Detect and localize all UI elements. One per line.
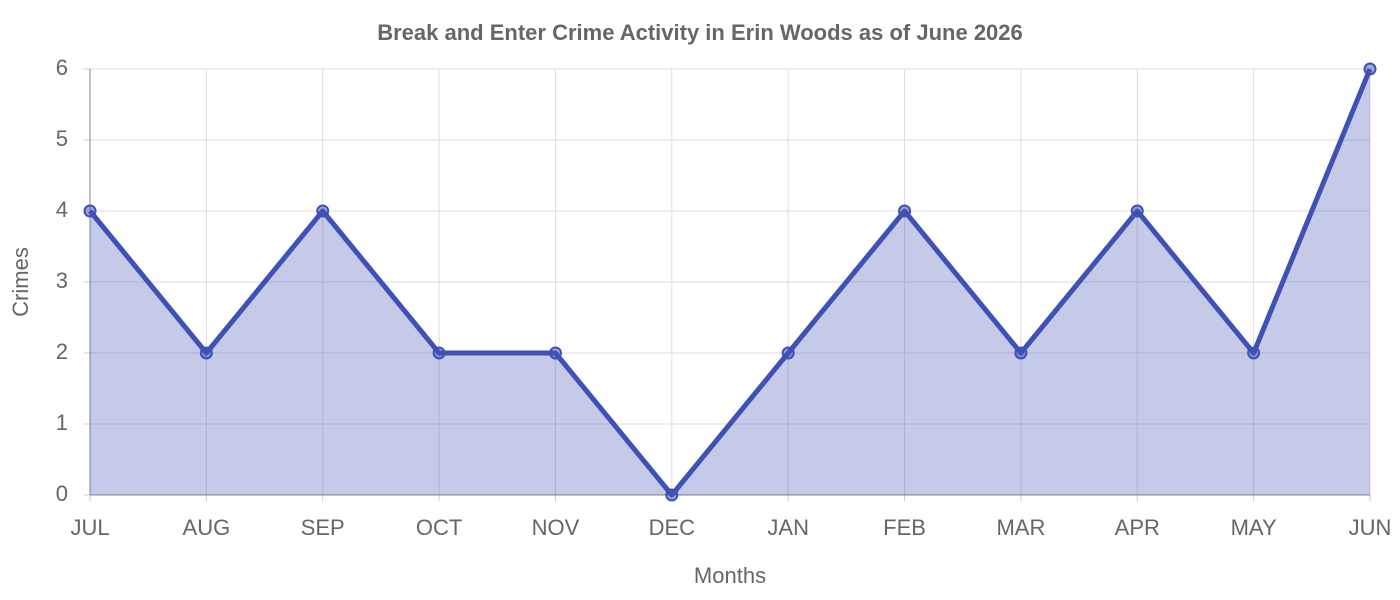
point (199, 346, 213, 360)
x-tick-label: JUL (70, 515, 109, 540)
point (548, 346, 562, 360)
x-tick-label: MAY (1231, 515, 1277, 540)
x-axis-title: Months (694, 563, 766, 588)
line (88, 68, 1373, 498)
point (1014, 346, 1028, 360)
point (316, 204, 330, 218)
y-tick-label: 5 (56, 126, 68, 151)
x-tick-label: APR (1115, 515, 1160, 540)
point (83, 204, 97, 218)
x-tick-label: SEP (301, 515, 345, 540)
y-tick-label: 1 (56, 410, 68, 435)
point (1130, 204, 1144, 218)
x-tick-label: JAN (767, 515, 809, 540)
x-tick-label: FEB (883, 515, 926, 540)
y-tick-label: 3 (56, 268, 68, 293)
y-axis-title: Crimes (8, 247, 33, 317)
point (781, 346, 795, 360)
point (665, 488, 679, 502)
x-tick-label: MAR (996, 515, 1045, 540)
chart-title: Break and Enter Crime Activity in Erin W… (377, 20, 1023, 45)
x-tick-label: OCT (416, 515, 462, 540)
x-tick-label: JUN (1349, 515, 1392, 540)
point (1247, 346, 1261, 360)
y-tick-label: 4 (56, 197, 68, 222)
y-tick-label: 2 (56, 339, 68, 364)
y-tick-label: 0 (56, 481, 68, 506)
point (432, 346, 446, 360)
x-tick-label: AUG (183, 515, 231, 540)
y-tick-label: 6 (56, 55, 68, 80)
x-tick-label: NOV (532, 515, 580, 540)
area (90, 69, 1370, 495)
x-tick-label: DEC (649, 515, 696, 540)
point (898, 204, 912, 218)
point (1363, 62, 1377, 76)
